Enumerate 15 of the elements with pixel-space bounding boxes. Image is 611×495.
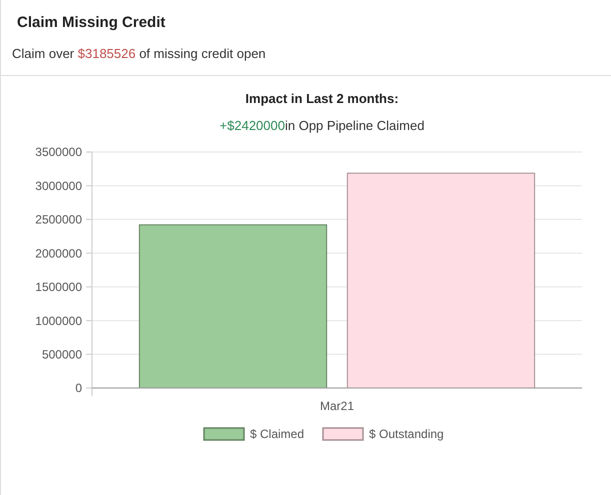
text: Claim Missing Credit (17, 14, 166, 31)
y-tick-label: 500000 (42, 347, 82, 362)
y-tick-label: 0 (75, 381, 82, 396)
chart-title: Impact in Last 2 months: (245, 91, 399, 106)
y-tick-label: 2500000 (35, 212, 82, 227)
legend-label: $ Claimed (250, 427, 304, 442)
y-tick-label: 3500000 (35, 145, 82, 160)
x-tick-label: Mar21 (320, 399, 354, 413)
y-tick-label: 2000000 (35, 246, 82, 260)
chart-subtitle: +$2420000in Opp Pipeline Claimed (220, 118, 424, 133)
legend-label: $ Outstanding (369, 427, 444, 442)
text: Claim over $3185526 of missing credit open (12, 46, 266, 61)
y-tick-label: 3000000 (35, 178, 82, 193)
y-tick-label: 1500000 (35, 280, 82, 294)
y-tick-label: 1000000 (35, 314, 82, 328)
